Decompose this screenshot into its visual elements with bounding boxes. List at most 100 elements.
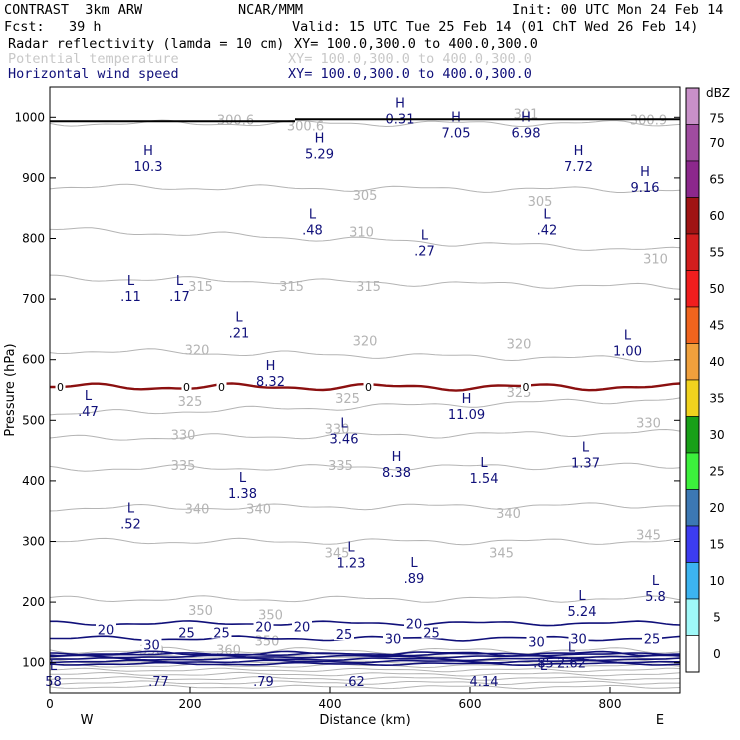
y-tick-label: 900: [22, 171, 45, 185]
colorbar-swatch: [685, 197, 700, 235]
wind-label-bg: [176, 625, 197, 639]
wind-contour-jet: [49, 661, 681, 667]
wind-label: 20: [98, 623, 115, 638]
extremum-value: 1.00: [613, 345, 642, 360]
freezing-label: 0: [523, 381, 530, 394]
theta-label: 300.6: [287, 119, 324, 134]
wind-label: 20: [255, 620, 272, 635]
extremum-value: .17: [169, 290, 190, 305]
y-tick-label: 500: [22, 413, 45, 427]
extremum-type: H: [574, 144, 584, 159]
theta-contour: [49, 502, 681, 512]
theta-label: 320: [185, 344, 210, 359]
theta-label: 340: [185, 502, 210, 517]
extremum-value: 1.37: [571, 457, 600, 472]
theta-contour-upper: [50, 671, 681, 677]
x-tick-label: 0: [46, 697, 54, 711]
colorbar-swatch: [685, 635, 700, 673]
extremum-value: .27: [414, 245, 435, 260]
field3-label: Horizontal wind speed: [8, 66, 179, 82]
extremum-type: L: [421, 229, 429, 244]
colorbar-label: 35: [709, 391, 724, 405]
colorbar-swatch: [685, 124, 700, 162]
freezing-label: 0: [365, 381, 372, 394]
y-tick-label: 800: [22, 232, 45, 246]
extremum-value: 8.38: [382, 466, 411, 481]
colorbar-swatch: [685, 598, 700, 636]
extremum-type: H: [521, 110, 531, 125]
theta-contour: [49, 428, 681, 441]
colorbar-swatch: [685, 87, 700, 125]
theta-contour: [49, 462, 681, 472]
theta-contour: [50, 537, 681, 546]
extremum-type: L: [127, 501, 135, 516]
theta-label: 345: [489, 547, 514, 562]
extremum-type: L: [85, 389, 93, 404]
colorbar-swatch: [685, 379, 700, 417]
wind-contour-jet: [50, 656, 681, 662]
wind-label-bg: [526, 634, 547, 648]
theta-contour-upper: [49, 684, 681, 690]
init-time: Init: 00 UTC Mon 24 Feb 14: [512, 2, 724, 18]
extremum-value: .89: [404, 572, 425, 587]
extremum-value: 1.54: [470, 472, 499, 487]
theta-label: 340: [496, 507, 521, 522]
theta-contour: [49, 348, 680, 363]
extremum-type: L: [347, 541, 355, 556]
forecast-hour: Fcst: 39 h: [4, 19, 102, 35]
theta-contour-upper: [49, 676, 681, 681]
y-tick-label: 700: [22, 292, 45, 306]
theta-contour: [49, 397, 681, 416]
theta-label: 305: [353, 189, 378, 204]
field1-label: Radar reflectivity (lamda = 10 cm): [8, 36, 285, 52]
y-tick-label: 100: [22, 656, 45, 670]
wind-label: 30: [570, 632, 587, 647]
theta-contour-upper: [50, 680, 680, 686]
extremum-value: 7.05: [442, 126, 471, 141]
theta-label: 305: [528, 195, 553, 210]
wind-label: 25: [336, 628, 353, 643]
freezing-label: 0: [57, 381, 64, 394]
extremum-value: 1.38: [228, 487, 257, 502]
extremum-type: L: [624, 329, 632, 344]
extremum-value: 5.8: [645, 590, 666, 605]
colorbar-label: 5: [713, 610, 721, 624]
colorbar-frame: [685, 87, 700, 673]
extremum-type: L: [540, 659, 548, 674]
extremum-value: 3.46: [330, 432, 359, 447]
valid-time: Valid: 15 UTC Tue 25 Feb 14 (01 ChT Wed …: [292, 19, 699, 35]
x-tick-label: 400: [319, 697, 342, 711]
extremum-type: L: [127, 274, 135, 289]
wind-label-bg: [253, 619, 274, 633]
extremum-type: L: [480, 456, 488, 471]
colorbar-swatch: [685, 452, 700, 490]
theta-label: 345: [636, 528, 661, 543]
theta-label: 325: [178, 395, 203, 410]
wind-label-bg: [292, 619, 312, 633]
theta-label: 330: [636, 416, 661, 431]
theta-contour-upper: [49, 663, 681, 669]
colorbar-swatch: [685, 489, 700, 527]
theta-label: 335: [171, 459, 196, 474]
extremum-value: .85: [533, 657, 554, 672]
wind-label-bg: [334, 627, 354, 641]
theta-contour-upper: [49, 667, 681, 673]
colorbar-label: 75: [709, 111, 724, 125]
colorbar-label: 15: [709, 537, 724, 551]
colorbar-swatch: [685, 562, 700, 600]
colorbar-swatch: [685, 233, 700, 271]
extremum-type: H: [315, 132, 325, 147]
extremum-value: 7.72: [564, 160, 593, 175]
extremum-type: H: [462, 392, 472, 407]
extremum-type: H: [392, 450, 402, 465]
freezing-label-bg: [363, 380, 374, 392]
colorbar-label: 40: [709, 355, 724, 369]
extremum-type: L: [50, 659, 58, 674]
field3-xy: XY= 100.0,300.0 to 400.0,300.0: [288, 66, 532, 82]
theta-contour: [49, 227, 681, 251]
theta-label: 335: [328, 459, 353, 474]
east-label: E: [656, 713, 664, 728]
wind-label: 20: [294, 620, 311, 635]
field2-xy: XY= 100.0,300.0 to 400.0,300.0: [288, 51, 532, 67]
